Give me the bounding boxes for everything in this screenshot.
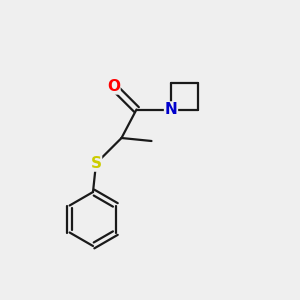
Text: O: O — [107, 79, 120, 94]
Text: S: S — [91, 156, 101, 171]
Text: N: N — [165, 102, 177, 117]
